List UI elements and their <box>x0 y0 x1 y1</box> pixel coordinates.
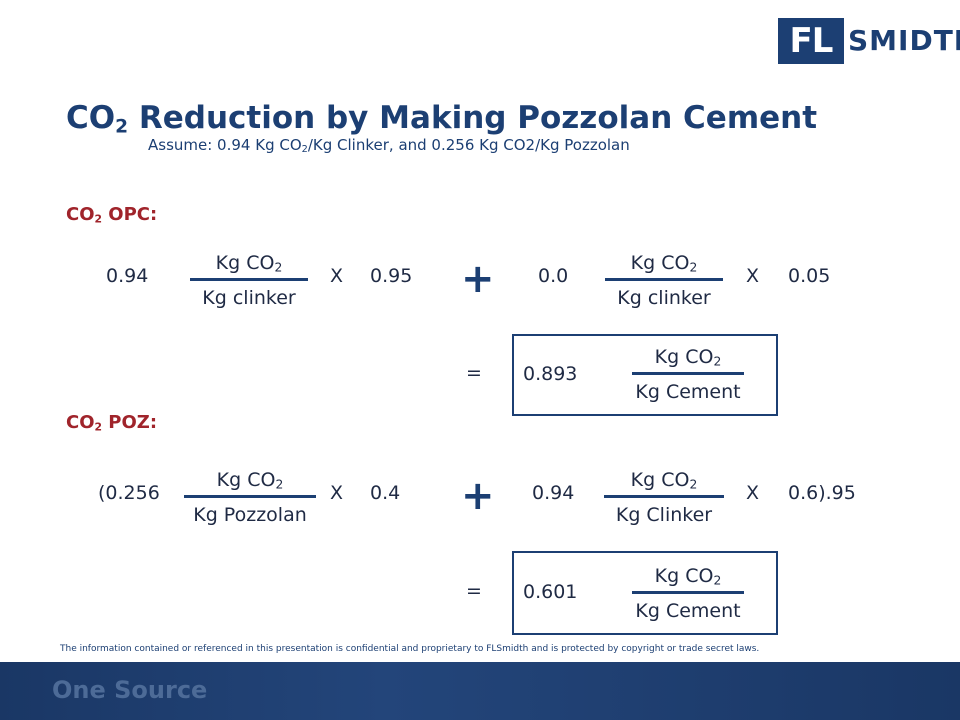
poz-left-fraction: Kg CO2 Kg Pozzolan <box>180 467 320 528</box>
opc-left-times: X <box>330 265 344 287</box>
assumption-part1: Assume: 0.94 Kg CO <box>148 136 302 154</box>
title-post: Reduction by Making Pozzolan Cement <box>128 100 818 136</box>
poz-left-multiplier: 0.4 <box>370 482 401 504</box>
footer-band: One Source <box>0 662 960 720</box>
logo-wordmark: SMIDTH <box>848 24 960 57</box>
opc-result-box: 0.893 Kg CO2 Kg Cement <box>512 334 778 416</box>
numerator-text: Kg CO <box>215 252 275 274</box>
opc-label-sub: 2 <box>94 212 103 226</box>
numerator-sub: 2 <box>274 260 283 275</box>
numerator-text: Kg CO <box>654 346 714 368</box>
opc-plus-sign: + <box>461 256 495 302</box>
numerator-text: Kg CO <box>216 469 276 491</box>
poz-left-coefficient: (0.256 <box>98 482 160 504</box>
poz-result-box: 0.601 Kg CO2 Kg Cement <box>512 551 778 635</box>
footer-slogan: One Source <box>52 676 208 704</box>
fraction-numerator: Kg CO2 <box>180 467 320 493</box>
numerator-sub: 2 <box>275 477 284 492</box>
fraction-bar <box>604 495 724 498</box>
opc-equals-sign: = <box>466 362 482 384</box>
numerator-sub: 2 <box>689 260 698 275</box>
opc-left-coefficient: 0.94 <box>106 265 149 287</box>
poz-result-value: 0.601 <box>523 581 578 603</box>
poz-left-times: X <box>330 482 344 504</box>
poz-label-sub: 2 <box>94 420 103 434</box>
fraction-denominator: Kg Clinker <box>615 504 713 526</box>
assumption-part2: /Kg Clinker, and 0.256 Kg CO2/Kg Pozzola… <box>307 136 630 154</box>
fraction-numerator: Kg CO2 <box>600 467 728 493</box>
opc-label-pre: CO <box>66 204 95 225</box>
fraction-bar <box>605 278 723 281</box>
opc-result-value: 0.893 <box>523 363 578 385</box>
opc-right-fraction: Kg CO2 Kg clinker <box>602 250 726 311</box>
numerator-text: Kg CO <box>630 469 690 491</box>
opc-right-multiplier: 0.05 <box>788 265 831 287</box>
fraction-denominator: Kg clinker <box>202 287 296 309</box>
numerator-sub: 2 <box>689 477 698 492</box>
fraction-denominator: Kg Pozzolan <box>193 504 307 526</box>
title-pre: CO <box>66 100 116 136</box>
numerator-sub: 2 <box>713 573 722 588</box>
fraction-numerator: Kg CO2 <box>188 250 310 276</box>
opc-section-label: CO2 OPC: <box>66 204 157 226</box>
poz-section-label: CO2 POZ: <box>66 412 157 434</box>
opc-left-multiplier: 0.95 <box>370 265 413 287</box>
poz-label-post: POZ: <box>102 412 158 433</box>
fraction-bar <box>184 495 316 498</box>
fraction-denominator: Kg clinker <box>617 287 711 309</box>
poz-right-fraction: Kg CO2 Kg Clinker <box>600 467 728 528</box>
fraction-bar <box>632 591 744 594</box>
fraction-numerator: Kg CO2 <box>618 344 758 370</box>
numerator-sub: 2 <box>713 354 722 369</box>
poz-equals-sign: = <box>466 580 482 602</box>
numerator-text: Kg CO <box>654 565 714 587</box>
opc-label-post: OPC: <box>102 204 158 225</box>
poz-right-times: X <box>746 482 760 504</box>
fraction-numerator: Kg CO2 <box>618 563 758 589</box>
assumption-text: Assume: 0.94 Kg CO2/Kg Clinker, and 0.25… <box>148 136 630 155</box>
poz-right-coefficient: 0.94 <box>532 482 575 504</box>
fraction-bar <box>190 278 308 281</box>
opc-right-times: X <box>746 265 760 287</box>
footer-band-gradient <box>0 662 960 720</box>
opc-left-fraction: Kg CO2 Kg clinker <box>188 250 310 311</box>
fraction-bar <box>632 372 744 375</box>
poz-result-fraction: Kg CO2 Kg Cement <box>618 563 758 624</box>
numerator-text: Kg CO <box>630 252 690 274</box>
page-title: CO2 Reduction by Making Pozzolan Cement <box>66 100 817 138</box>
opc-right-coefficient: 0.0 <box>538 265 569 287</box>
confidentiality-notice: The information contained or referenced … <box>60 644 760 654</box>
flsmidth-logo: FL SMIDTH <box>778 18 960 64</box>
opc-result-fraction: Kg CO2 Kg Cement <box>618 344 758 405</box>
poz-label-pre: CO <box>66 412 95 433</box>
poz-right-multiplier: 0.6).95 <box>788 482 856 504</box>
fraction-denominator: Kg Cement <box>635 381 741 403</box>
title-sub: 2 <box>115 116 129 138</box>
fraction-numerator: Kg CO2 <box>602 250 726 276</box>
assumption-sub: 2 <box>301 143 308 155</box>
logo-mark: FL <box>778 18 844 64</box>
poz-plus-sign: + <box>461 473 495 519</box>
fraction-denominator: Kg Cement <box>635 600 741 622</box>
